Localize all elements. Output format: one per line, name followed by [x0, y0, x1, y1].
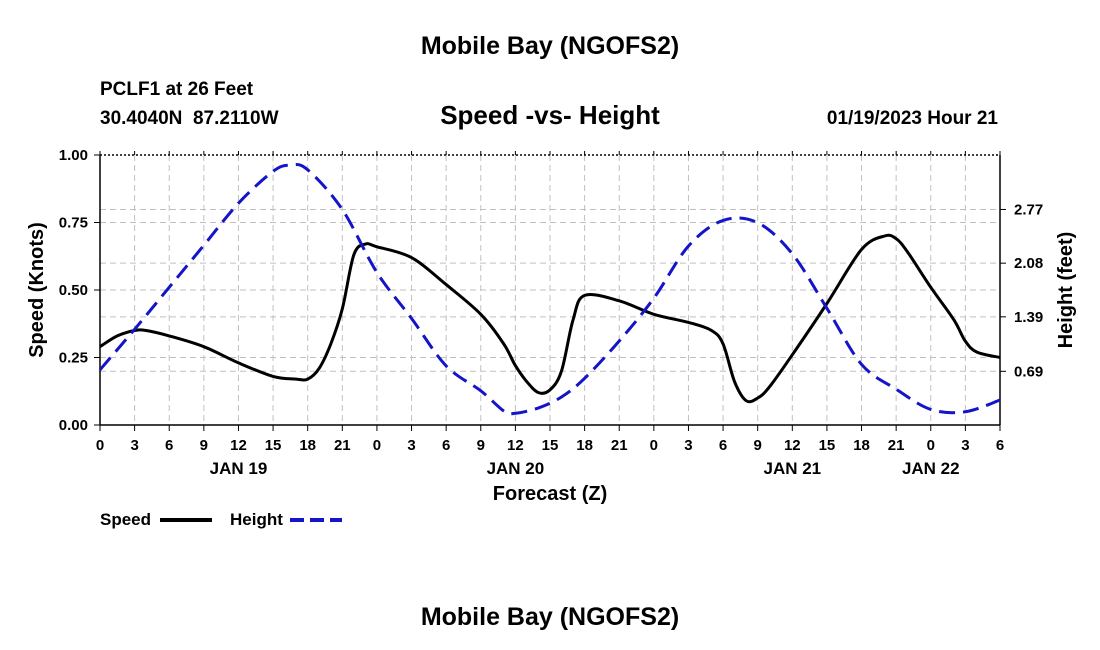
y-axis-title-right: Height (feet): [1055, 232, 1077, 349]
legend-speed-label: Speed: [100, 510, 151, 529]
y-tick-label-right: 2.77: [1014, 201, 1043, 218]
grid-lines: [100, 155, 1000, 425]
x-tick-label: 3: [684, 437, 692, 454]
x-tick-label: 15: [265, 437, 282, 454]
x-tick-label: 15: [542, 437, 559, 454]
x-tick-label: 0: [650, 437, 658, 454]
x-tick-label: 21: [334, 437, 351, 454]
x-tick-label: 9: [754, 437, 762, 454]
y-tick-label-left: 0.00: [59, 417, 88, 434]
chart-subtitle: Speed -vs- Height: [440, 100, 660, 130]
x-tick-label: 6: [442, 437, 450, 454]
y-axis-title-left: Speed (Knots): [26, 222, 48, 358]
x-tick-label: 18: [299, 437, 316, 454]
coordinates-label: 30.4040N 87.2110W: [100, 108, 279, 129]
x-axis-title: Forecast (Z): [493, 483, 607, 505]
x-tick-label: 6: [996, 437, 1004, 454]
station-label: PCLF1 at 26 Feet: [100, 79, 254, 100]
series-layer: [98, 163, 1001, 416]
chart-title: Mobile Bay (NGOFS2): [421, 32, 679, 60]
x-tick-label: 9: [200, 437, 208, 454]
x-tick-label: 21: [888, 437, 905, 454]
speed-series-line: [99, 233, 1001, 404]
x-tick-label: 12: [230, 437, 247, 454]
y-tick-label-left: 0.25: [59, 350, 88, 367]
y-tick-label-left: 0.75: [59, 215, 88, 232]
axis-tick-labels: 0 3 6 9 12 15 18 21 0 3 6 9 12 15 18 21 0 3 6 9 12 15 18 21 0 3 6 J…: [59, 147, 1043, 478]
x-tick-label: 12: [507, 437, 524, 454]
x-date-label: JAN 19: [210, 459, 268, 478]
x-tick-label: 6: [165, 437, 173, 454]
x-tick-label: 6: [719, 437, 727, 454]
y-tick-label-right: 0.69: [1014, 363, 1043, 380]
axis-ticks: [94, 151, 1006, 431]
footer-title: Mobile Bay (NGOFS2): [421, 603, 679, 631]
x-tick-label: 18: [853, 437, 870, 454]
x-tick-label: 0: [96, 437, 104, 454]
legend: Speed Height: [100, 510, 342, 529]
x-tick-label: 15: [819, 437, 836, 454]
y-tick-label-right: 2.08: [1014, 255, 1043, 272]
x-tick-label: 21: [611, 437, 628, 454]
x-tick-label: 0: [927, 437, 935, 454]
x-tick-label: 3: [130, 437, 138, 454]
x-tick-label: 12: [784, 437, 801, 454]
y-tick-label-left: 1.00: [59, 147, 88, 164]
x-tick-label: 18: [576, 437, 593, 454]
x-tick-label: 3: [961, 437, 969, 454]
x-tick-label: 9: [477, 437, 485, 454]
y-tick-label-right: 1.39: [1014, 309, 1043, 326]
x-date-label: JAN 21: [763, 459, 821, 478]
x-date-label: JAN 20: [487, 459, 545, 478]
x-date-label: JAN 22: [902, 459, 960, 478]
y-tick-label-left: 0.50: [59, 282, 88, 299]
forecast-timestamp: 01/19/2023 Hour 21: [827, 108, 999, 129]
legend-height-label: Height: [230, 510, 283, 529]
x-tick-label: 0: [373, 437, 381, 454]
x-tick-label: 3: [407, 437, 415, 454]
